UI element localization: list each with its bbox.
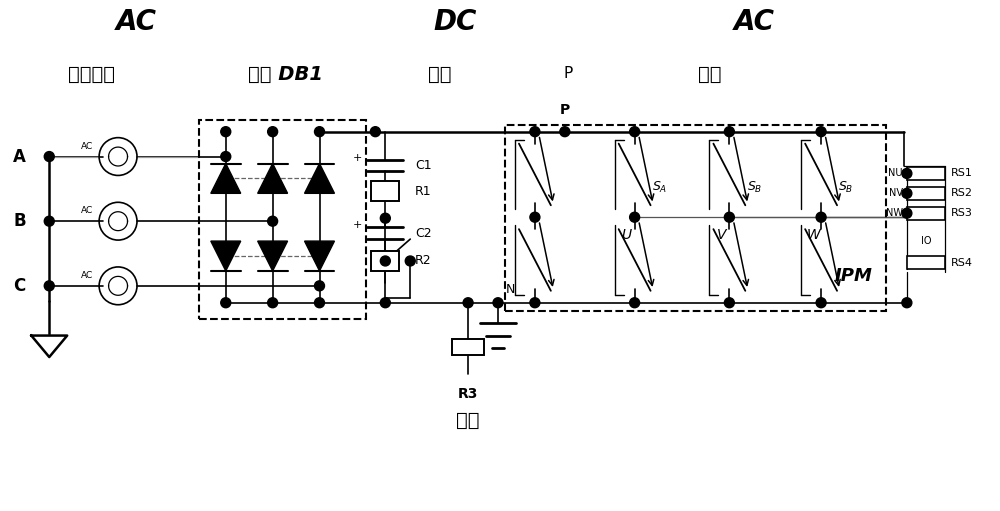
Circle shape: [724, 127, 734, 136]
Text: N: N: [506, 283, 515, 296]
Text: V: V: [717, 228, 726, 242]
Polygon shape: [258, 164, 288, 193]
Bar: [907, 167, 945, 180]
Text: 逆变: 逆变: [698, 64, 721, 83]
Text: NW: NW: [886, 208, 903, 218]
Circle shape: [405, 256, 415, 266]
Circle shape: [902, 208, 912, 218]
Text: RS1: RS1: [951, 169, 973, 178]
Text: P: P: [563, 66, 572, 81]
Circle shape: [221, 152, 231, 161]
Text: $S_A$: $S_A$: [652, 180, 667, 195]
Circle shape: [268, 216, 278, 226]
Bar: [907, 207, 945, 220]
Circle shape: [315, 298, 324, 308]
Polygon shape: [305, 164, 334, 193]
Polygon shape: [211, 241, 241, 271]
Text: RS2: RS2: [951, 189, 973, 198]
Text: RS4: RS4: [951, 258, 973, 268]
Circle shape: [221, 298, 231, 308]
Circle shape: [724, 298, 734, 308]
Text: NU: NU: [888, 169, 903, 178]
Circle shape: [530, 212, 540, 222]
Circle shape: [530, 127, 540, 136]
Circle shape: [315, 127, 324, 136]
Circle shape: [268, 298, 278, 308]
Circle shape: [315, 281, 324, 291]
Text: 滤波: 滤波: [428, 64, 452, 83]
Polygon shape: [305, 241, 334, 271]
Circle shape: [630, 298, 640, 308]
Circle shape: [530, 298, 540, 308]
Text: AC: AC: [116, 8, 157, 36]
Circle shape: [221, 127, 231, 136]
Bar: [505, 125, 886, 311]
Circle shape: [268, 127, 278, 136]
Text: NV: NV: [889, 189, 903, 198]
Circle shape: [44, 281, 54, 291]
Circle shape: [816, 298, 826, 308]
Text: A: A: [13, 148, 26, 166]
Bar: [907, 257, 945, 269]
Text: 交流输入: 交流输入: [68, 64, 115, 83]
Text: 整流 DB1: 整流 DB1: [248, 64, 323, 83]
Circle shape: [380, 298, 390, 308]
Text: P: P: [560, 103, 570, 117]
Circle shape: [902, 169, 912, 178]
Bar: [371, 251, 399, 271]
Bar: [452, 339, 484, 356]
Text: $S_B$: $S_B$: [747, 180, 762, 195]
Text: C: C: [13, 277, 25, 295]
Text: +: +: [353, 153, 362, 162]
Polygon shape: [258, 241, 288, 271]
Text: $S_B$: $S_B$: [838, 180, 854, 195]
Text: AC: AC: [81, 271, 93, 280]
Circle shape: [902, 298, 912, 308]
Text: B: B: [13, 212, 26, 230]
Circle shape: [370, 127, 380, 136]
Text: DC: DC: [433, 8, 477, 36]
Text: 充电: 充电: [456, 411, 480, 430]
Text: IO: IO: [921, 236, 931, 246]
Circle shape: [902, 189, 912, 198]
Bar: [907, 187, 945, 200]
Circle shape: [380, 256, 390, 266]
Text: R1: R1: [415, 185, 432, 198]
Text: AC: AC: [81, 206, 93, 215]
Circle shape: [816, 127, 826, 136]
Text: R3: R3: [458, 387, 478, 401]
Text: AC: AC: [734, 8, 775, 36]
Text: C2: C2: [415, 226, 432, 240]
Polygon shape: [31, 336, 67, 357]
Text: RS3: RS3: [951, 208, 973, 218]
Text: C1: C1: [415, 159, 432, 172]
Circle shape: [380, 213, 390, 223]
Circle shape: [816, 212, 826, 222]
Text: IPM: IPM: [835, 267, 873, 285]
Circle shape: [44, 216, 54, 226]
Bar: [371, 181, 399, 201]
Polygon shape: [211, 164, 241, 193]
Circle shape: [724, 212, 734, 222]
Circle shape: [630, 212, 640, 222]
Circle shape: [560, 127, 570, 136]
Text: U: U: [622, 228, 632, 242]
Text: +: +: [353, 220, 362, 230]
Bar: [199, 120, 366, 319]
Text: R2: R2: [415, 254, 432, 267]
Text: AC: AC: [81, 142, 93, 151]
Circle shape: [630, 127, 640, 136]
Circle shape: [463, 298, 473, 308]
Circle shape: [493, 298, 503, 308]
Circle shape: [44, 152, 54, 161]
Text: W: W: [806, 228, 820, 242]
